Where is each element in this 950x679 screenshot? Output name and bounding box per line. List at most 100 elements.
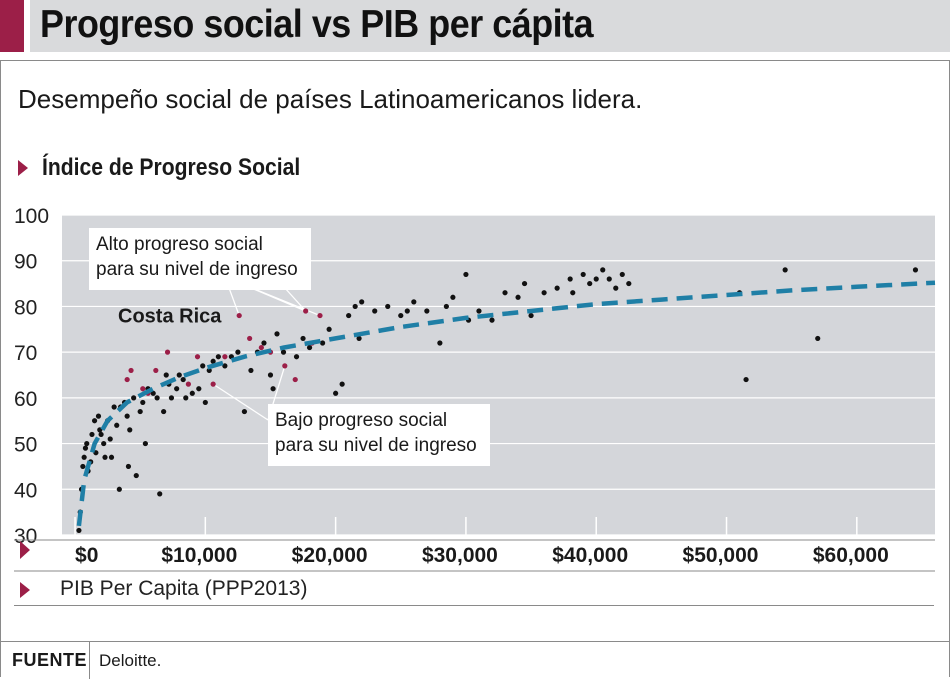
x-tick-label: $50,000 (683, 544, 759, 567)
y-tick-label: 80 (14, 296, 37, 319)
y-tick-label: 90 (14, 251, 37, 274)
data-point (619, 271, 625, 278)
chart-title: Índice de Progreso Social (42, 154, 301, 181)
data-point (241, 408, 248, 415)
data-point (142, 440, 148, 447)
data-point (463, 271, 469, 278)
y-tick-label: 70 (14, 342, 37, 365)
data-point (153, 367, 159, 374)
data-point (912, 267, 919, 273)
source-text: Deloitte. (99, 651, 162, 670)
annotation-alto-progreso: Alto progreso social para su nivel de ing… (89, 228, 311, 290)
data-point (128, 367, 134, 374)
data-point (541, 290, 547, 296)
data-point (196, 386, 202, 392)
data-point (261, 340, 267, 346)
subtitle: Desempeño social de países Latinoamerica… (18, 84, 643, 114)
data-point (274, 331, 280, 337)
data-point (185, 381, 191, 387)
source-label: FUENTE (12, 650, 87, 670)
x-tick-label: $0 (75, 544, 98, 567)
data-point (174, 386, 180, 392)
costa-rica-label: Costa Rica (118, 306, 222, 328)
data-point (180, 376, 186, 383)
data-point (210, 358, 216, 364)
data-point (359, 299, 365, 305)
source-divider (89, 642, 90, 679)
data-point (168, 395, 175, 401)
data-point (319, 340, 326, 346)
data-point (235, 349, 241, 355)
trend-line (76, 280, 936, 527)
scatter-chart: 30 40 50 60 70 80 90 100 $0 $10,000 $20,000 $30,000… (14, 205, 936, 572)
x-axis-label: PIB Per Capita (PPP2013) (60, 577, 308, 600)
data-point (161, 408, 167, 415)
data-point (593, 276, 599, 282)
data-point (76, 527, 82, 534)
triangle-bullet-icon (20, 541, 30, 559)
data-point (303, 308, 309, 314)
data-point (339, 381, 345, 387)
data-point (567, 276, 573, 282)
data-point (157, 491, 163, 497)
data-point (502, 290, 508, 296)
data-point (127, 427, 133, 433)
data-point (743, 376, 749, 383)
title-bar: Progreso social vs PIB per cápita (0, 0, 950, 52)
data-point (222, 354, 228, 360)
data-point (606, 276, 612, 282)
annotation-line: para su nivel de ingreso (96, 259, 298, 280)
annotation-box (89, 228, 311, 290)
data-point (476, 308, 482, 314)
title-background (30, 0, 950, 52)
data-point (247, 335, 253, 342)
data-point (443, 303, 449, 310)
data-point (206, 367, 212, 374)
data-point (515, 294, 521, 300)
data-point (140, 386, 146, 392)
data-point (815, 335, 821, 342)
data-point (140, 399, 146, 406)
data-point (124, 413, 130, 419)
data-point (587, 280, 593, 287)
data-point (248, 367, 254, 374)
x-tick-label: $10,000 (161, 544, 237, 567)
data-point (102, 454, 108, 460)
data-point (82, 445, 89, 451)
data-point (282, 363, 288, 369)
data-point (300, 335, 306, 342)
data-point (280, 349, 287, 355)
data-point (293, 354, 300, 360)
annotation-line: para su nivel de ingreso (275, 435, 477, 456)
y-tick-label: 50 (14, 434, 37, 457)
data-point (570, 290, 576, 296)
x-axis: $0 $10,000 $20,000 $30,000 $40,000 $50,000 $60… (14, 517, 935, 572)
data-point (317, 312, 323, 319)
data-point (437, 340, 443, 346)
data-point (489, 317, 495, 323)
data-point (150, 390, 156, 396)
data-point (258, 344, 264, 351)
data-point (292, 376, 298, 383)
annotation-line: Alto progreso social (96, 234, 263, 255)
data-point (306, 344, 313, 351)
data-point (154, 395, 160, 401)
data-point (81, 454, 87, 460)
annotation-bajo-progreso: Bajo progreso social para su nivel de ing… (268, 404, 490, 466)
data-point (194, 354, 201, 360)
title-accent-bar (0, 0, 24, 52)
data-point (356, 335, 362, 342)
data-point (626, 280, 632, 287)
data-point (372, 308, 378, 314)
data-point (600, 267, 606, 273)
data-point (385, 303, 391, 310)
data-point (270, 386, 276, 392)
data-point (528, 312, 534, 319)
page-title: Progreso social vs PIB per cápita (40, 3, 594, 46)
data-point (89, 431, 95, 438)
triangle-bullet-icon (20, 582, 30, 598)
data-point (613, 285, 619, 291)
data-point (131, 395, 137, 401)
data-point (352, 303, 358, 310)
data-point (424, 308, 430, 314)
